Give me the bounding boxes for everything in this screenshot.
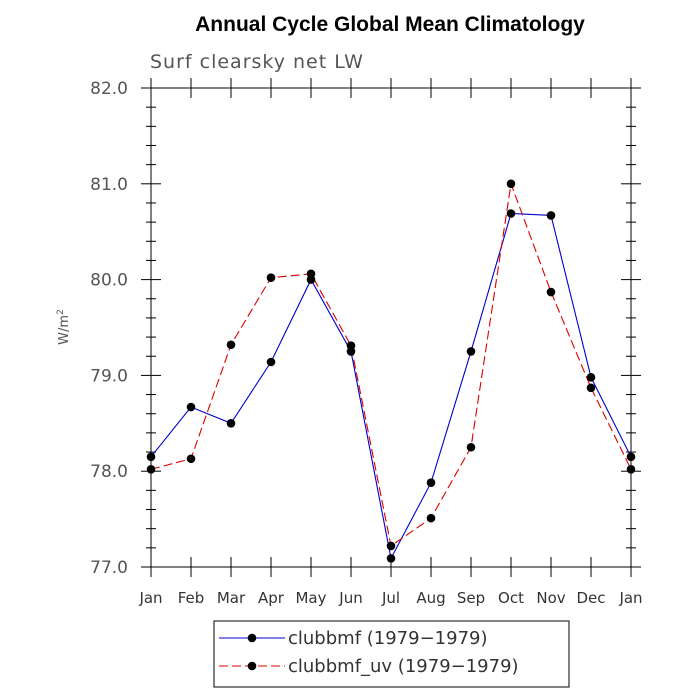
series-layer [146, 179, 636, 563]
x-tick-label: Apr [258, 589, 285, 607]
data-point-series-2 [146, 464, 156, 474]
x-tick-label: Mar [217, 589, 246, 607]
data-point-series-2 [186, 454, 196, 464]
x-tick-label: Sep [457, 589, 485, 607]
chart-title: Annual Cycle Global Mean Climatology [195, 13, 585, 36]
x-tick-label: Jan [138, 589, 162, 607]
data-point-series-2 [626, 464, 636, 474]
x-tick-label: Jul [381, 589, 400, 607]
y-tick-labels: 77.0 78.0 79.0 80.0 81.0 82.0 [90, 79, 128, 578]
data-point-series-1 [426, 478, 436, 487]
x-tick-labels: Jan Feb Mar Apr May Jun Jul Aug Sep Oct Nov Dec Jan [138, 589, 642, 607]
x-tick-label: Nov [536, 589, 565, 607]
y-tick-label: 81.0 [90, 175, 128, 195]
data-point-series-2 [426, 513, 436, 523]
data-point-series-1 [626, 452, 636, 462]
data-point-series-2 [546, 287, 556, 297]
data-point-series-1 [226, 419, 236, 428]
data-point-series-2 [266, 273, 276, 282]
series-line-2 [150, 183, 632, 547]
data-point-series-1 [546, 211, 556, 220]
chart-subtitle: Surf clearsky net LW [150, 51, 364, 73]
x-tick-label: Jan [618, 589, 642, 607]
data-point-series-2 [586, 383, 596, 393]
x-tick-label: May [295, 589, 326, 607]
legend-label-2: clubbmf_uv (1979−1979) [288, 656, 519, 677]
y-tick-label: 79.0 [90, 366, 128, 386]
data-point-series-1 [186, 402, 196, 412]
data-point-series-1 [386, 554, 396, 563]
data-point-series-2 [306, 269, 316, 279]
legend-marker-2 [247, 661, 257, 671]
x-tick-label: Aug [416, 589, 445, 607]
series-line-1 [150, 212, 632, 561]
data-point-series-1 [506, 209, 516, 218]
y-tick-label: 82.0 [90, 79, 128, 99]
legend-box [213, 620, 570, 688]
axis-ticks [141, 78, 641, 577]
y-tick-label: 78.0 [90, 462, 128, 482]
data-point-series-2 [506, 179, 516, 189]
legend-label-1: clubbmf (1979−1979) [288, 628, 488, 649]
plot-frame [150, 87, 632, 568]
legend: clubbmf (1979−1979) clubbmf_uv (1979−1979… [219, 628, 519, 677]
x-tick-label: Oct [498, 589, 524, 607]
data-point-series-2 [346, 341, 356, 351]
x-tick-label: Dec [576, 589, 605, 607]
data-point-series-1 [146, 452, 156, 462]
data-point-series-1 [266, 357, 276, 367]
y-tick-label: 80.0 [90, 271, 128, 291]
legend-marker-1 [247, 633, 257, 643]
data-point-series-1 [586, 373, 596, 382]
y-tick-label: 77.0 [90, 558, 128, 578]
x-tick-label: Jun [338, 589, 362, 607]
y-axis-label: W/m2 [56, 309, 72, 345]
data-point-series-2 [386, 541, 396, 551]
data-point-series-2 [226, 340, 236, 350]
x-tick-label: Feb [178, 589, 205, 607]
data-point-series-2 [466, 442, 476, 452]
data-point-series-1 [466, 347, 476, 356]
